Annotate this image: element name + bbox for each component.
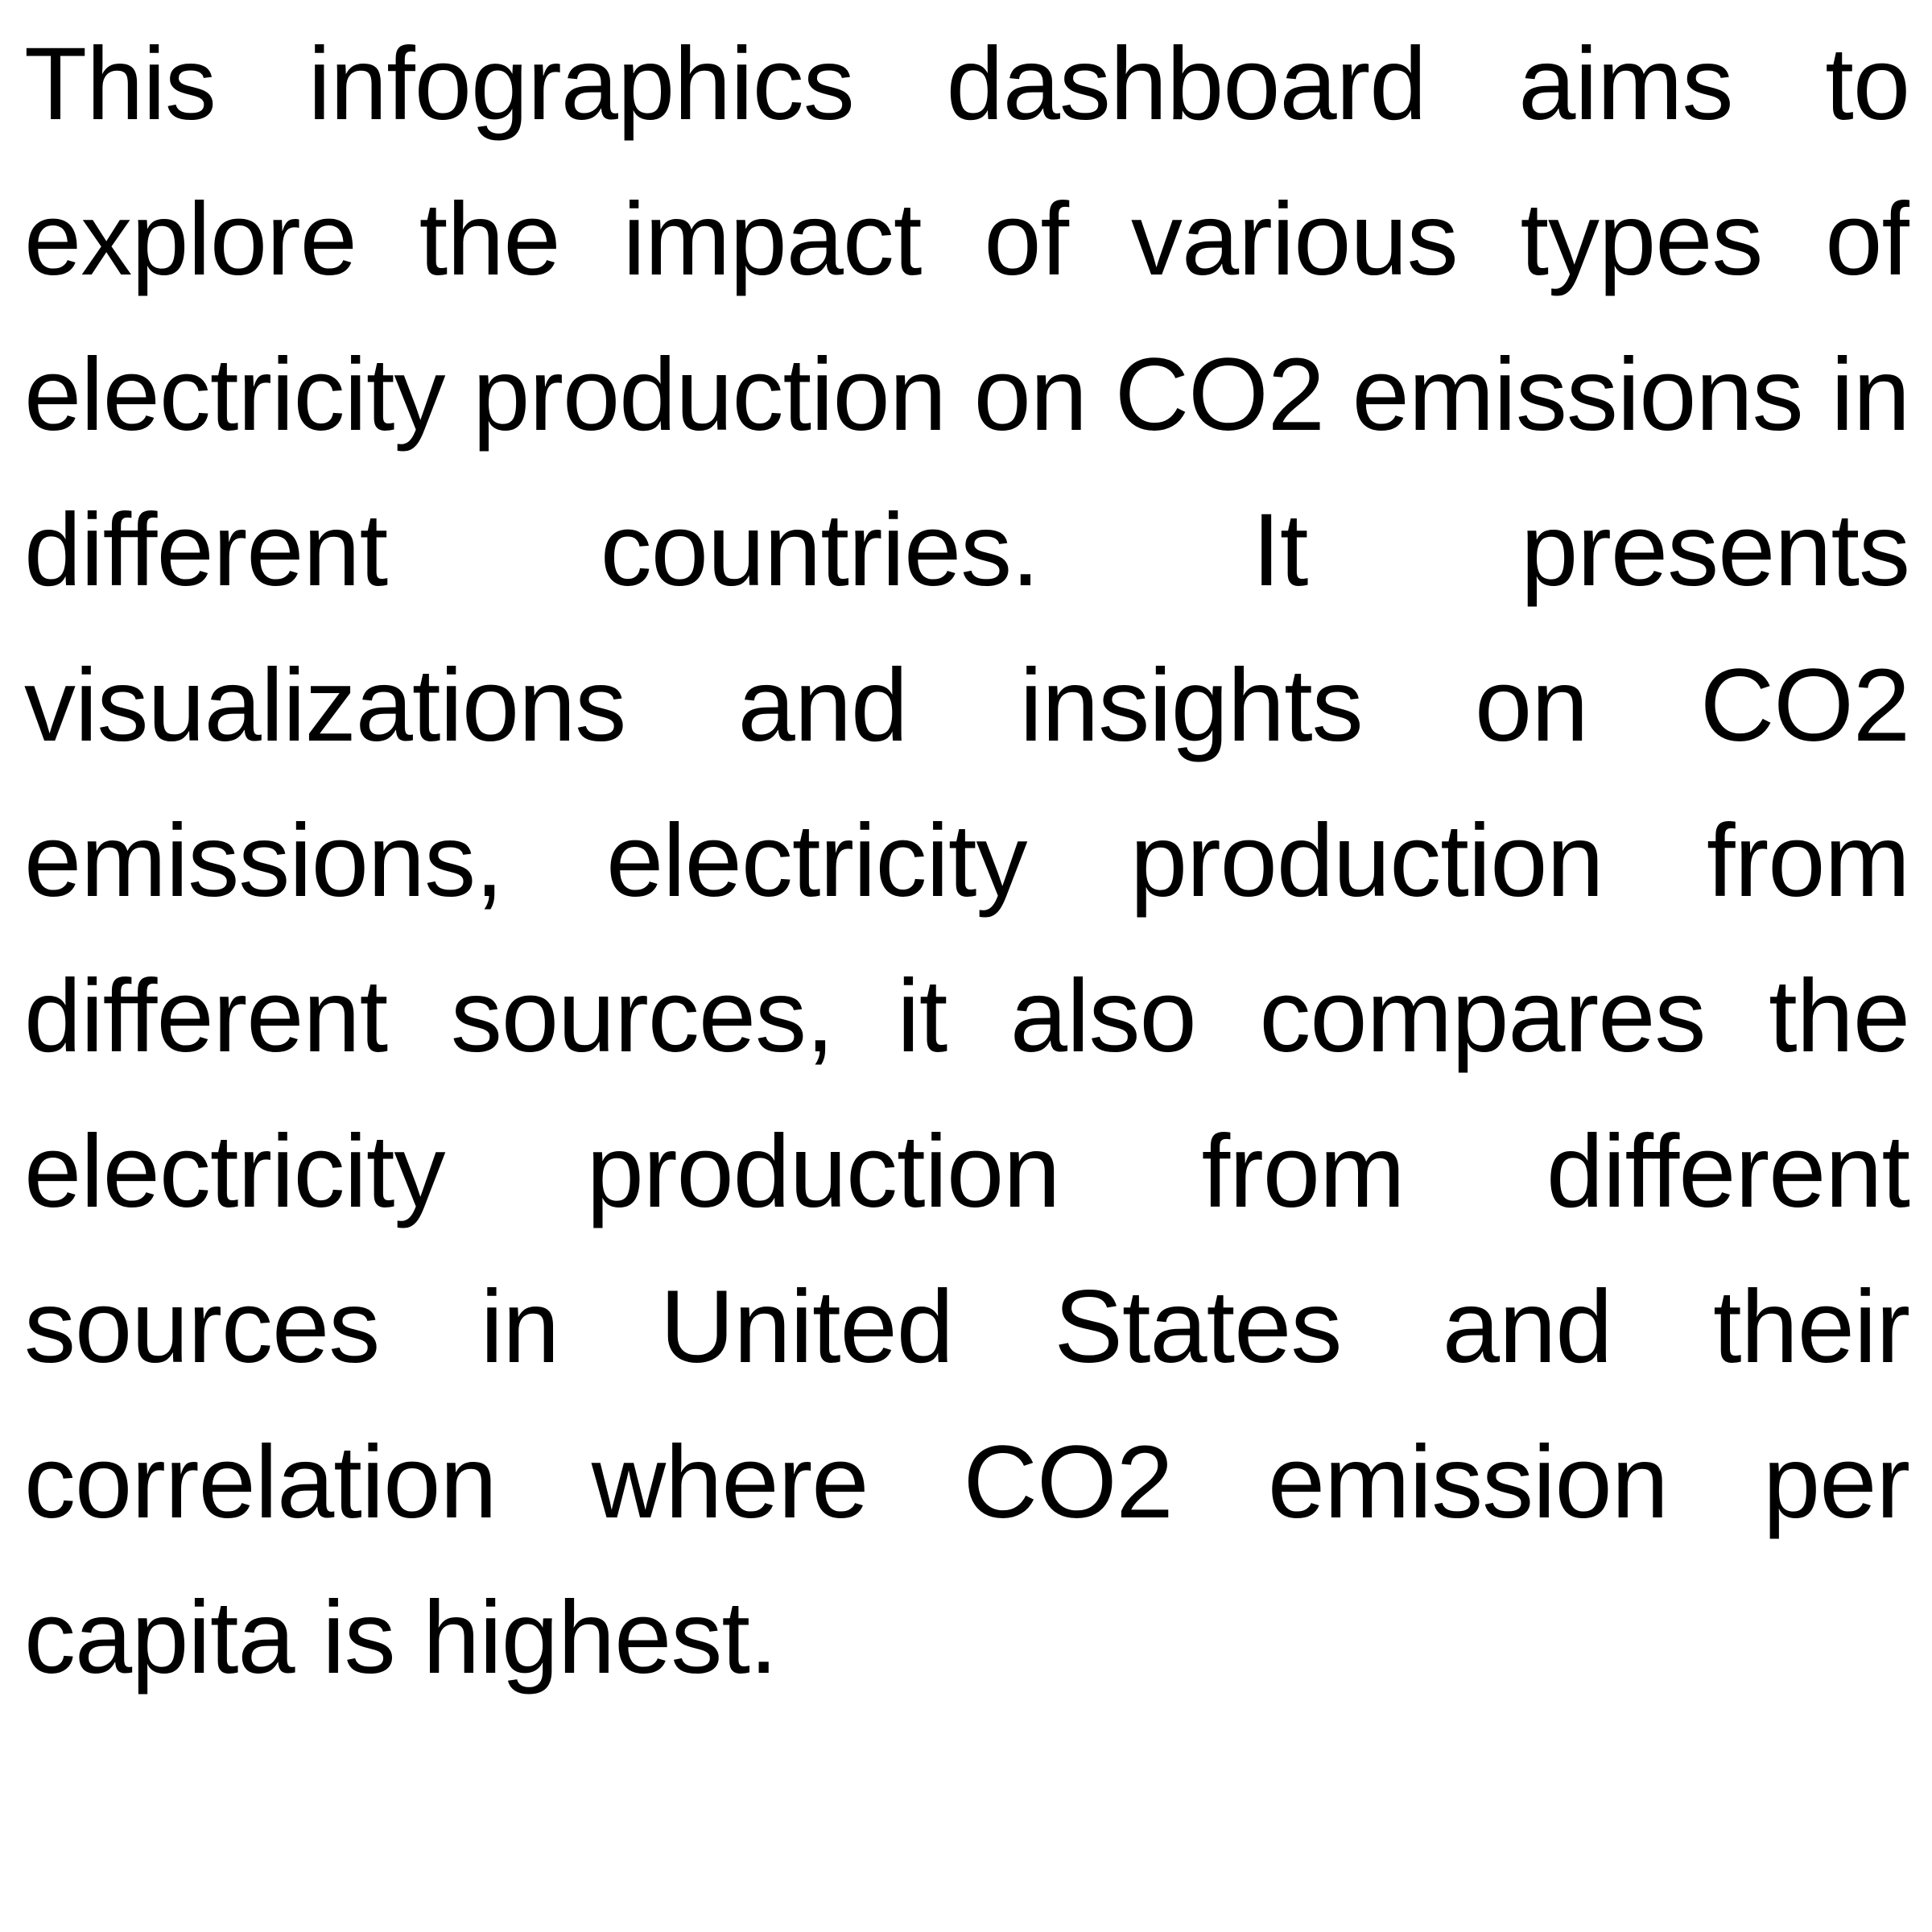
document-page: This infographics dashboard aims to expl…	[24, 6, 1909, 1922]
intro-paragraph: This infographics dashboard aims to expl…	[24, 27, 1909, 1695]
